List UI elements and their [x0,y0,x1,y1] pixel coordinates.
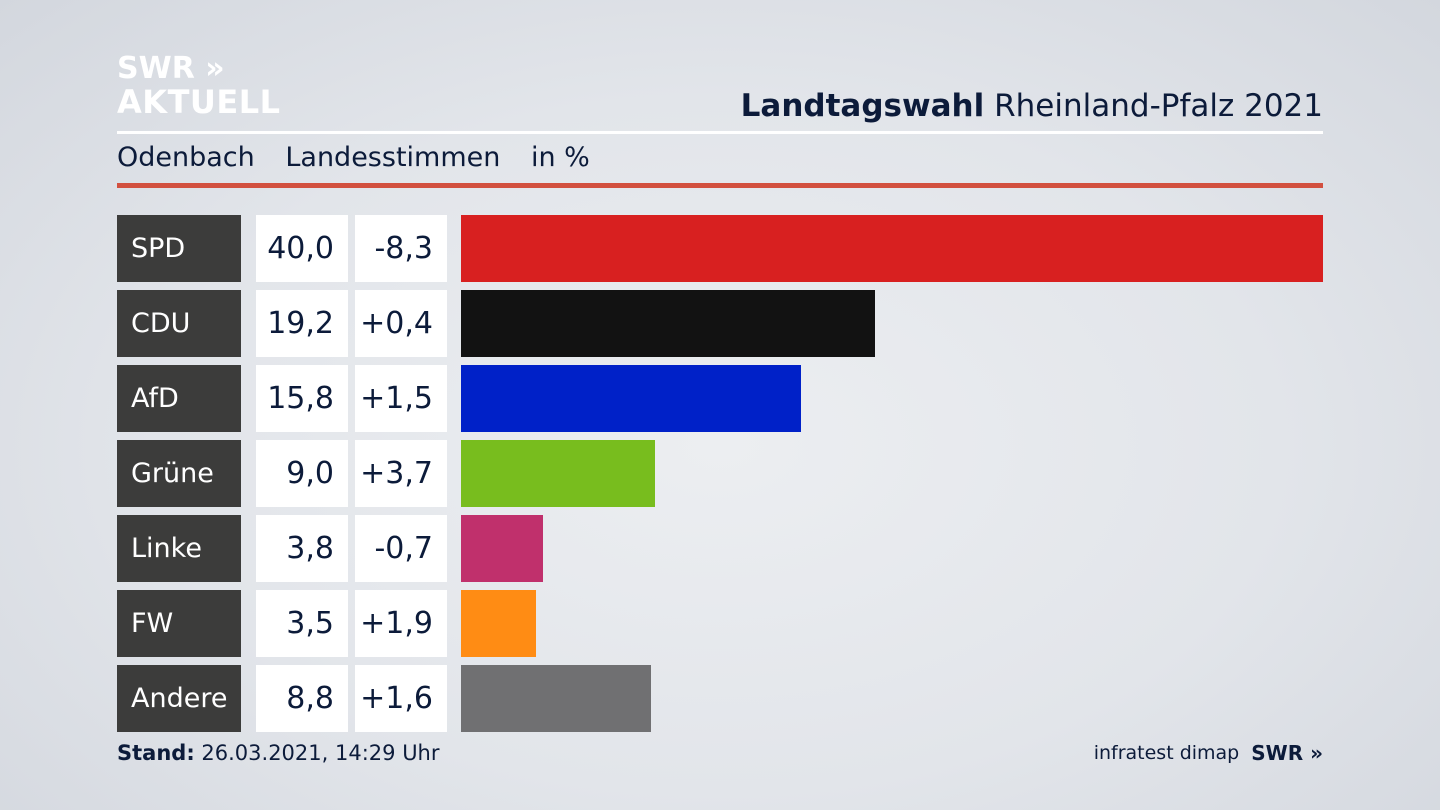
party-label: Linke [117,515,241,582]
bar [461,440,655,507]
vote-change-value: +3,7 [355,440,447,507]
source-credit: infratest dimap SWR » [1094,741,1323,765]
bar [461,215,1323,282]
logo-line-1: SWR » [117,51,225,86]
logo-line-2: AKTUELL [117,83,281,121]
title-bold: Landtagswahl [740,88,985,124]
bar [461,665,651,732]
vote-share-value: 3,8 [256,515,348,582]
stand-label: Stand: [117,741,195,765]
chart-subtitle: Odenbach Landesstimmen in % [117,142,612,173]
bar-row: AfD 15,8 +1,5 [117,365,1323,432]
vote-share-value: 8,8 [256,665,348,732]
vote-share-value: 15,8 [256,365,348,432]
bar-row: Andere 8,8 +1,6 [117,665,1323,732]
swr-aktuell-logo: SWR » AKTUELL [117,51,281,121]
vote-share-value: 19,2 [256,290,348,357]
chart-title: Landtagswahl Rheinland-Pfalz 2021 [741,88,1323,124]
party-label: Andere [117,665,241,732]
party-label: FW [117,590,241,657]
vote-change-value: +1,5 [355,365,447,432]
vote-share-value: 3,5 [256,590,348,657]
bar [461,590,536,657]
bar-row: Grüne 9,0 +3,7 [117,440,1323,507]
vote-change-value: +0,4 [355,290,447,357]
vote-share-value: 40,0 [256,215,348,282]
party-label: Grüne [117,440,241,507]
vote-share-value: 9,0 [256,440,348,507]
header-divider [117,131,1323,134]
vote-change-value: -8,3 [355,215,447,282]
title-rest: Rheinland-Pfalz 2021 [994,88,1323,124]
timestamp: Stand: 26.03.2021, 14:29 Uhr [117,741,440,765]
vote-change-value: +1,9 [355,590,447,657]
bar [461,515,543,582]
subtitle-divider [117,183,1323,188]
subtitle-place: Odenbach [117,142,255,173]
bar-row: CDU 19,2 +0,4 [117,290,1323,357]
party-label: SPD [117,215,241,282]
party-label: CDU [117,290,241,357]
bar-row: SPD 40,0 -8,3 [117,215,1323,282]
swr-brand-logo: SWR » [1251,741,1323,765]
stand-value: 26.03.2021, 14:29 Uhr [201,741,440,765]
vote-change-value: -0,7 [355,515,447,582]
bar [461,290,875,357]
source-label: infratest dimap [1093,742,1240,764]
vote-change-value: +1,6 [355,665,447,732]
bar-row: Linke 3,8 -0,7 [117,515,1323,582]
subtitle-unit: in % [530,142,590,173]
subtitle-type: Landesstimmen [285,142,501,173]
bar-row: FW 3,5 +1,9 [117,590,1323,657]
party-label: AfD [117,365,241,432]
bar [461,365,801,432]
